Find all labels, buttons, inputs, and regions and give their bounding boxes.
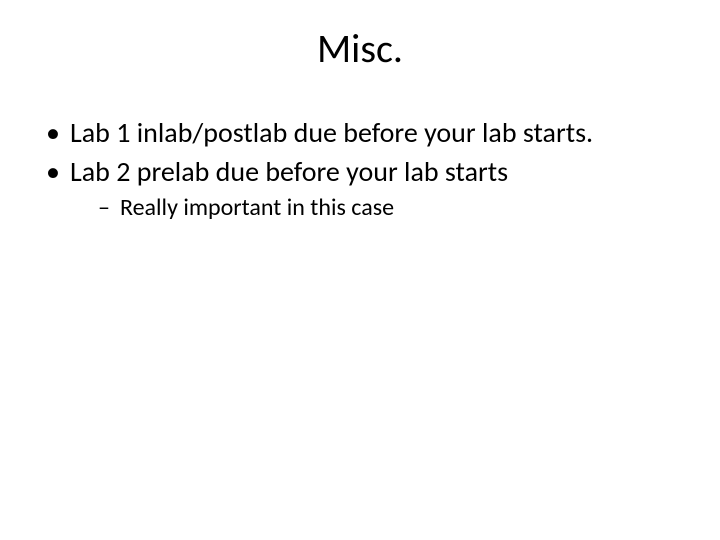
bullet-text: Really important in this case xyxy=(120,193,394,222)
sub-bullet-list: Really important in this case xyxy=(70,193,684,223)
bullet-text: Lab 1 inlab/postlab due before your lab … xyxy=(70,115,593,150)
list-item: Lab 1 inlab/postlab due before your lab … xyxy=(46,115,684,150)
list-item: Lab 2 prelab due before your lab starts … xyxy=(46,154,684,223)
bullet-list: Lab 1 inlab/postlab due before your lab … xyxy=(36,115,684,223)
list-item: Really important in this case xyxy=(98,193,684,223)
bullet-text: Lab 2 prelab due before your lab starts xyxy=(70,154,508,189)
slide: Misc. Lab 1 inlab/postlab due before you… xyxy=(0,0,720,540)
slide-title: Misc. xyxy=(36,24,684,73)
